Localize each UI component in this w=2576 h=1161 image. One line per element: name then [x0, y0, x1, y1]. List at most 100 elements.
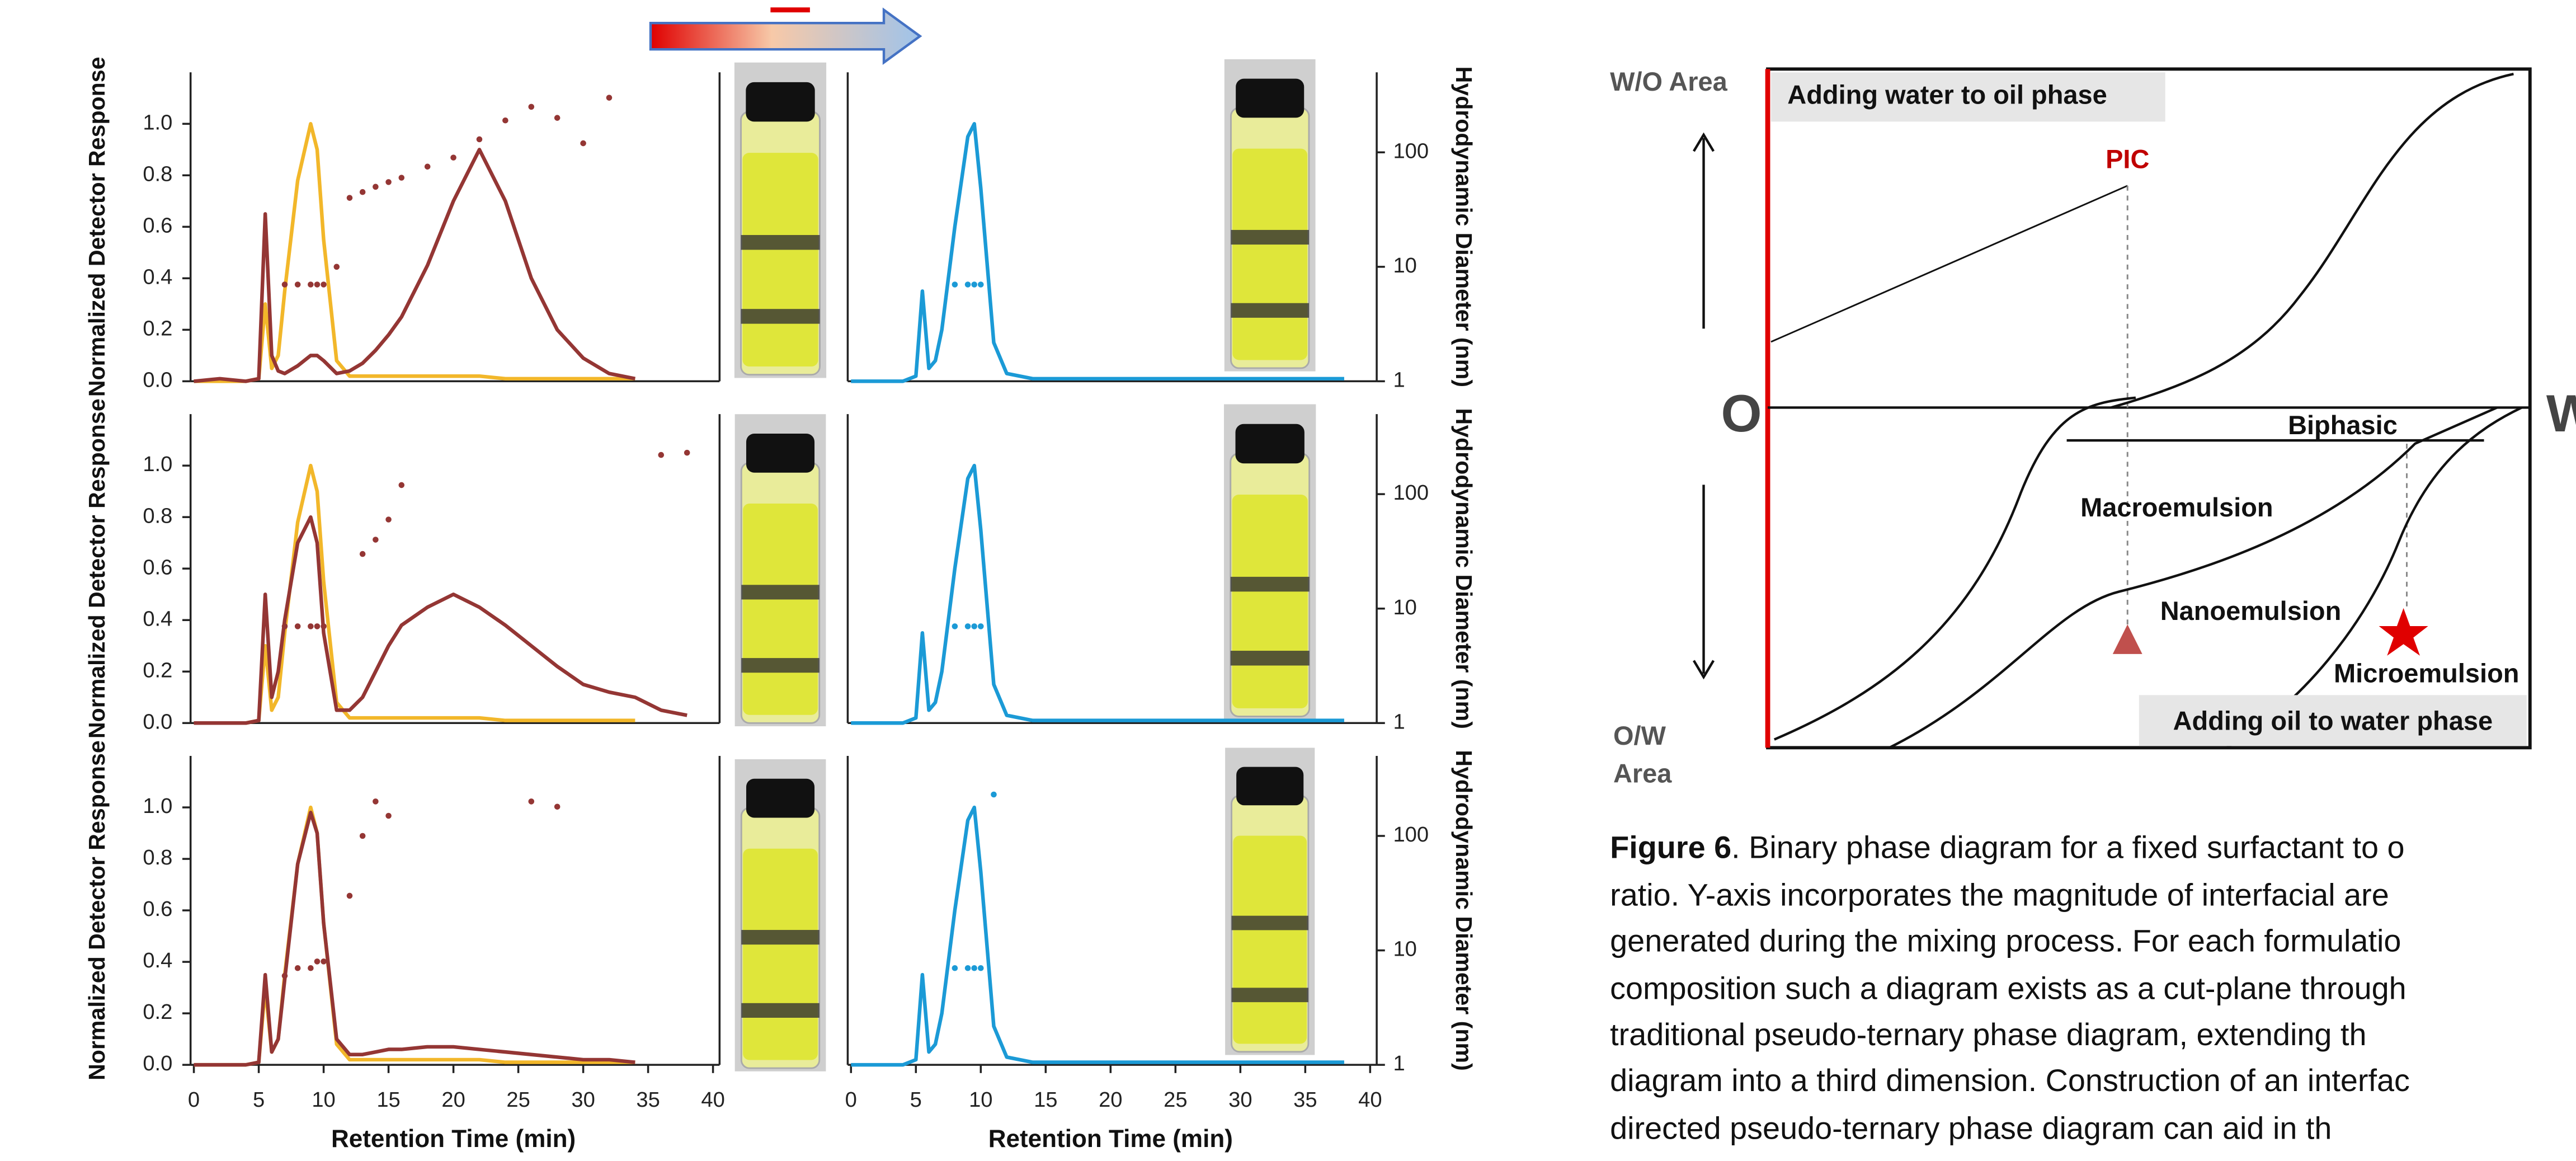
size-point — [314, 281, 321, 288]
y-tick-label: 0.8 — [143, 504, 172, 528]
x-tick-label: 25 — [506, 1088, 530, 1112]
size-point — [314, 623, 321, 629]
size-point — [554, 803, 561, 810]
size-point — [373, 537, 379, 543]
x-tick-label: 30 — [571, 1088, 595, 1112]
x-tick-label: 5 — [253, 1088, 265, 1112]
size-point — [978, 623, 984, 629]
y2-tick-label: 100 — [1393, 481, 1429, 505]
size-point — [978, 281, 984, 288]
x-axis-title: Retention Time (min) — [331, 1125, 576, 1153]
micro-label: Microemulsion — [2334, 659, 2519, 688]
detector-trace — [851, 463, 1344, 725]
detector-trace — [194, 148, 636, 383]
size-point — [281, 623, 288, 629]
detector-trace — [851, 122, 1344, 383]
x-tick-label: 0 — [845, 1088, 857, 1112]
size-point — [294, 965, 301, 971]
x-tick-label: 10 — [312, 1088, 335, 1112]
x-tick-label: 15 — [1034, 1088, 1057, 1112]
size-point — [359, 833, 366, 839]
size-point — [952, 623, 958, 629]
y2-tick-label: 1 — [1393, 368, 1405, 392]
size-point — [308, 965, 314, 971]
phase-diagram — [1693, 67, 2532, 750]
size-point — [398, 482, 405, 488]
x-tick-label: 15 — [376, 1088, 400, 1112]
caption-text: . Binary phase diagram for a fixed surfa… — [1731, 829, 2404, 864]
pic-label: PIC — [2106, 144, 2149, 173]
detector-trace — [194, 811, 635, 1067]
size-point — [476, 136, 483, 143]
x-tick-label: 5 — [910, 1088, 922, 1112]
size-point — [978, 965, 984, 971]
size-point — [321, 281, 327, 288]
biphasic-label: Biphasic — [2288, 410, 2398, 440]
diagram-labels: W/O Area Adding water to oil phase PIC O… — [1610, 67, 2576, 788]
size-point — [359, 189, 366, 195]
y-tick-label: 0.6 — [143, 897, 172, 921]
detector-trace — [851, 805, 1344, 1067]
nano-label: Nanoemulsion — [2160, 596, 2342, 626]
size-point — [528, 104, 535, 110]
wo-area: W/O Area — [1610, 67, 1728, 96]
size-point — [971, 281, 977, 288]
caption-line: ratio. Y-axis incorporates the magnitude… — [1610, 877, 2389, 912]
ow-area-label: Area — [1613, 759, 1672, 788]
size-point — [971, 965, 977, 971]
caption: Figure 6. Binary phase diagram for a fix… — [1610, 829, 2410, 1145]
y-tick-label: 0.0 — [143, 709, 172, 734]
y-tick-label: 1.0 — [143, 794, 172, 818]
x-tick-label: 20 — [1099, 1088, 1122, 1112]
size-point — [964, 281, 971, 288]
x-tick-label: 10 — [969, 1088, 992, 1112]
size-point — [658, 452, 665, 458]
size-point — [385, 516, 392, 523]
y-tick-label: 0.2 — [143, 658, 172, 682]
caption-label: Figure 6 — [1610, 829, 1731, 864]
y2-tick-label: 100 — [1393, 822, 1429, 847]
size-point — [294, 623, 301, 629]
detector-trace — [194, 463, 635, 725]
y2-tick-label: 100 — [1393, 139, 1429, 163]
y-tick-label: 0.2 — [143, 1000, 172, 1024]
size-point — [964, 965, 971, 971]
y-axis-title: Normalized Detector Response — [84, 57, 110, 397]
x-tick-label: 40 — [701, 1088, 724, 1112]
y-tick-label: 0.4 — [143, 948, 172, 972]
y-tick-label: 0.0 — [143, 368, 172, 392]
size-point — [398, 175, 405, 181]
size-point — [580, 140, 586, 147]
x-axis-title: Retention Time (min) — [988, 1125, 1233, 1153]
size-point — [385, 812, 392, 819]
size-point — [424, 163, 431, 170]
size-point — [502, 117, 508, 124]
vials — [734, 59, 1316, 1071]
size-point — [991, 791, 997, 798]
x-tick-label: 20 — [441, 1088, 465, 1112]
caption-line: generated during the mixing process. For… — [1610, 923, 2401, 958]
caption-line: Figure 6. Binary phase diagram for a fix… — [1610, 829, 2404, 864]
y-tick-label: 0.4 — [143, 265, 172, 289]
size-point — [281, 281, 288, 288]
y-tick-label: 1.0 — [143, 452, 172, 476]
detector-trace — [194, 515, 687, 725]
y2-tick-label: 10 — [1393, 595, 1416, 619]
charts: 0.0 0.2 0.4 0.6 0.8 1.0 Normalized Detector Re… — [84, 57, 1477, 1153]
x-tick-label: 0 — [188, 1088, 200, 1112]
size-point — [373, 184, 379, 190]
y-tick-label: 0.6 — [143, 555, 172, 579]
y-tick-label: 0.8 — [143, 162, 172, 186]
caption-line: directed pseudo-ternary phase diagram ca… — [1610, 1110, 2332, 1145]
top-box-label: Adding water to oil phase — [1787, 80, 2107, 110]
size-point — [385, 179, 392, 185]
x-tick-label: 25 — [1164, 1088, 1187, 1112]
x-tick-label: 35 — [1293, 1088, 1317, 1112]
y-tick-label: 0.8 — [143, 845, 172, 869]
size-point — [333, 264, 340, 270]
size-point — [294, 281, 301, 288]
y2-axis-title: Hydrodynamic Diameter (nm) — [1451, 750, 1477, 1070]
y-tick-label: 0.4 — [143, 607, 172, 631]
